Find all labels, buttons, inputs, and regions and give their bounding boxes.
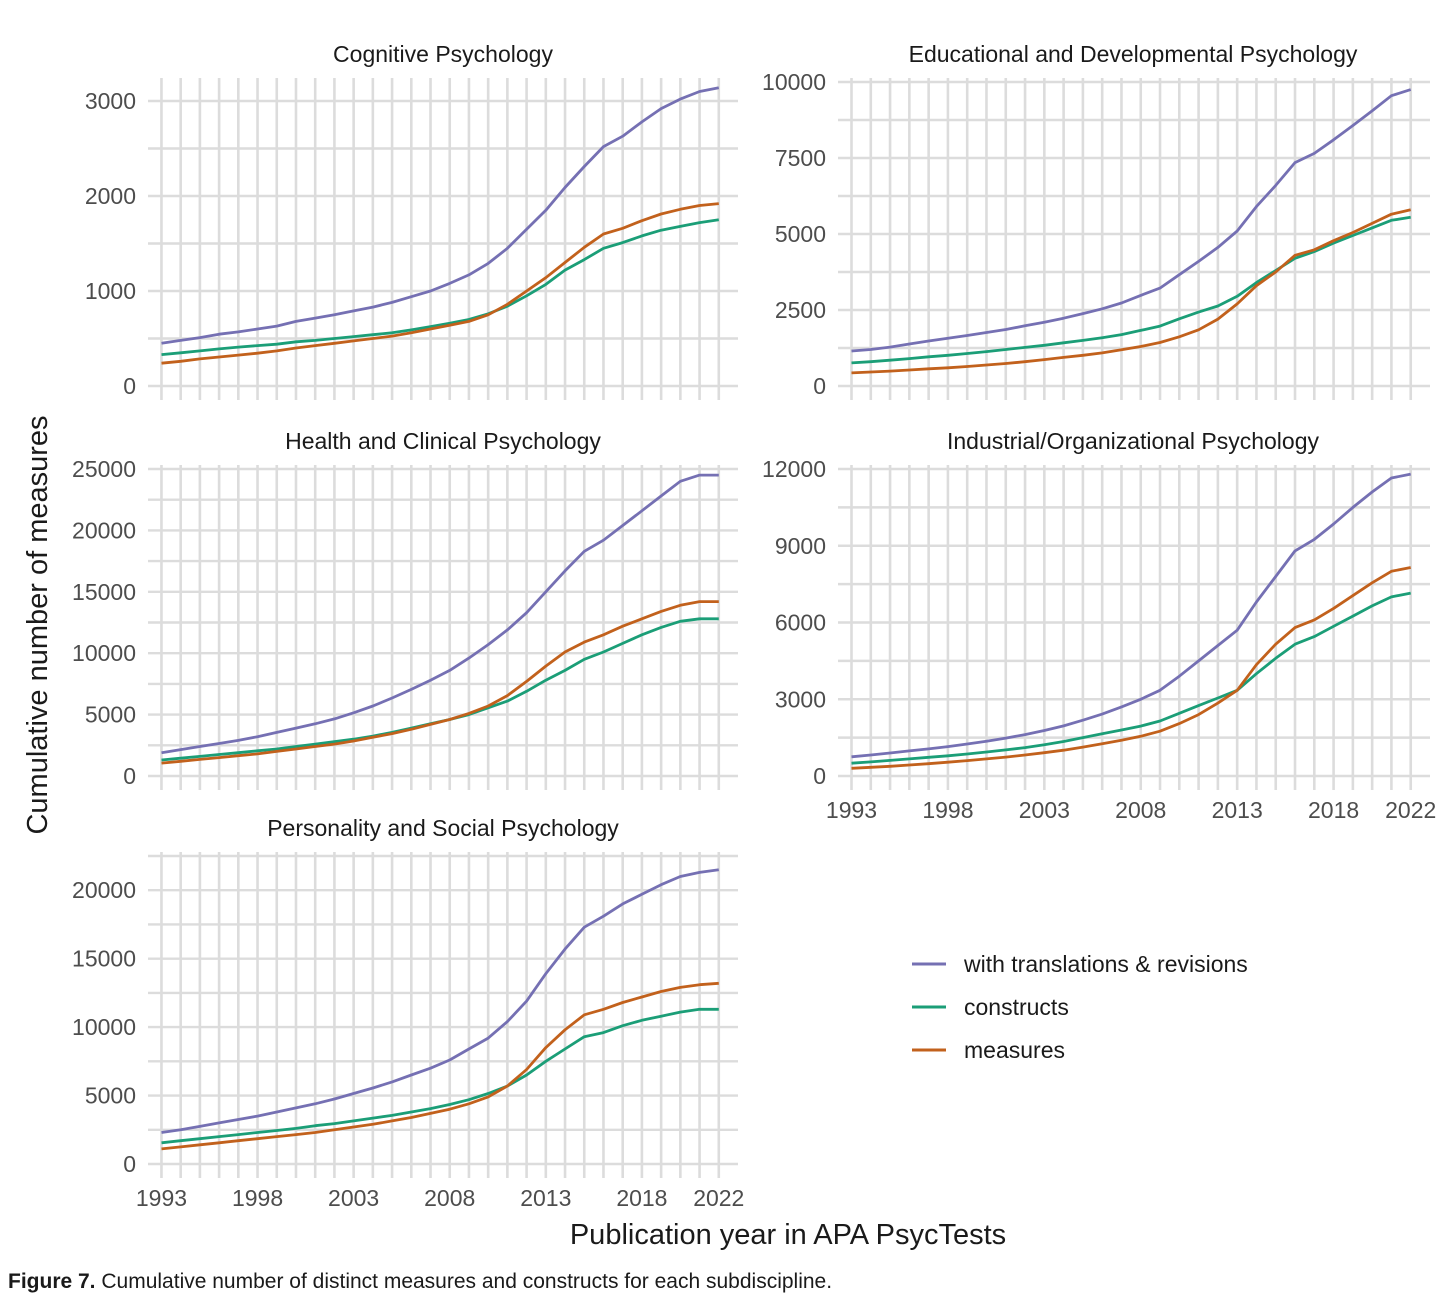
y-tick-label: 0 — [123, 373, 136, 399]
series-line-with-translations — [161, 86, 720, 345]
x-tick-label: 2003 — [1019, 797, 1070, 823]
y-tick-label: 0 — [123, 763, 136, 789]
legend-label: with translations & revisions — [963, 951, 1248, 977]
panel-title: Educational and Developmental Psychology — [909, 41, 1358, 67]
figure-caption: Figure 7. Cumulative number of distinct … — [8, 1270, 832, 1294]
x-tick-label: 2013 — [520, 1185, 571, 1211]
panel-3: Health and Clinical Psychology 0 5000 10000… — [72, 428, 738, 790]
figure-caption-text: Cumulative number of distinct measures a… — [101, 1270, 833, 1293]
y-tick-label: 10000 — [762, 69, 826, 95]
y-tick-label: 5000 — [775, 221, 826, 247]
series-line-with-translations — [161, 868, 719, 1134]
legend-item-measures: measures — [912, 1037, 1065, 1063]
panel-4: Industrial/Organizational Psychology 0 300… — [762, 428, 1436, 823]
y-tick-label: 1000 — [85, 278, 136, 304]
y-tick-label: 2000 — [85, 183, 136, 209]
legend: with translations & revisions constructs m… — [912, 951, 1248, 1063]
y-tick-label: 25000 — [72, 456, 136, 482]
panel-title: Personality and Social Psychology — [267, 815, 619, 841]
y-tick-label: 5000 — [85, 702, 136, 728]
legend-label: measures — [964, 1037, 1065, 1063]
series-line-measures — [851, 566, 1411, 770]
panel-title: Industrial/Organizational Psychology — [947, 428, 1320, 454]
y-tick-label: 0 — [813, 763, 826, 789]
y-tick-label: 3000 — [85, 88, 136, 114]
y-tick-label: 20000 — [72, 517, 136, 543]
x-tick-label: 1993 — [826, 797, 877, 823]
y-tick-label: 12000 — [762, 456, 826, 482]
y-tick-label: 10000 — [72, 1014, 136, 1040]
y-tick-label: 15000 — [72, 946, 136, 972]
x-tick-label: 2022 — [693, 1185, 744, 1211]
panel-1: Cognitive Psychology 0 1000 2000 3000 — [85, 41, 738, 400]
legend-item-constructs: constructs — [912, 994, 1069, 1020]
y-tick-label: 20000 — [72, 877, 136, 903]
x-tick-label: 2022 — [1385, 797, 1436, 823]
series-line-constructs — [851, 591, 1411, 765]
x-tick-label: 2018 — [616, 1185, 667, 1211]
panels: Cognitive Psychology 0 1000 2000 3000 Educati… — [72, 41, 1436, 1211]
y-tick-label: 0 — [813, 373, 826, 399]
x-tick-label: 2008 — [424, 1185, 475, 1211]
figure-label: Figure 7. — [8, 1270, 96, 1293]
x-tick-label: 2003 — [328, 1185, 379, 1211]
y-tick-label: 9000 — [775, 533, 826, 559]
series-line-measures — [161, 600, 719, 765]
y-tick-label: 2500 — [775, 297, 826, 323]
panel-title: Health and Clinical Psychology — [285, 428, 601, 454]
x-tick-label: 2018 — [1308, 797, 1359, 823]
x-tick-label: 2013 — [1212, 797, 1263, 823]
series-line-measures — [161, 981, 719, 1151]
y-tick-label: 5000 — [85, 1083, 136, 1109]
x-tick-label: 1998 — [922, 797, 973, 823]
series-line-constructs — [851, 215, 1411, 365]
panel-title: Cognitive Psychology — [333, 41, 553, 67]
y-tick-label: 15000 — [72, 579, 136, 605]
series-line-constructs — [161, 1007, 719, 1145]
y-tick-label: 6000 — [775, 610, 826, 636]
series-line-with-translations — [851, 472, 1411, 759]
series-line-with-translations — [851, 88, 1412, 353]
x-axis-label: Publication year in APA PsycTests — [570, 1219, 1006, 1251]
y-tick-label: 0 — [123, 1151, 136, 1177]
panel-5: Personality and Social Psychology 0 5000 10… — [72, 815, 744, 1211]
series-line-measures — [851, 208, 1412, 375]
y-tick-label: 7500 — [775, 145, 826, 171]
y-tick-label: 10000 — [72, 640, 136, 666]
legend-item-with-translations: with translations & revisions — [912, 951, 1248, 977]
y-tick-label: 3000 — [775, 686, 826, 712]
x-tick-label: 2008 — [1115, 797, 1166, 823]
series-line-measures — [161, 202, 719, 365]
x-tick-label: 1998 — [232, 1185, 283, 1211]
x-tick-label: 1993 — [136, 1185, 187, 1211]
series-line-constructs — [161, 218, 720, 356]
legend-label: constructs — [964, 994, 1069, 1020]
panel-2: Educational and Developmental Psychology… — [762, 41, 1430, 400]
y-axis-label: Cumulative number of measures — [22, 415, 54, 834]
series-line-with-translations — [161, 473, 719, 755]
